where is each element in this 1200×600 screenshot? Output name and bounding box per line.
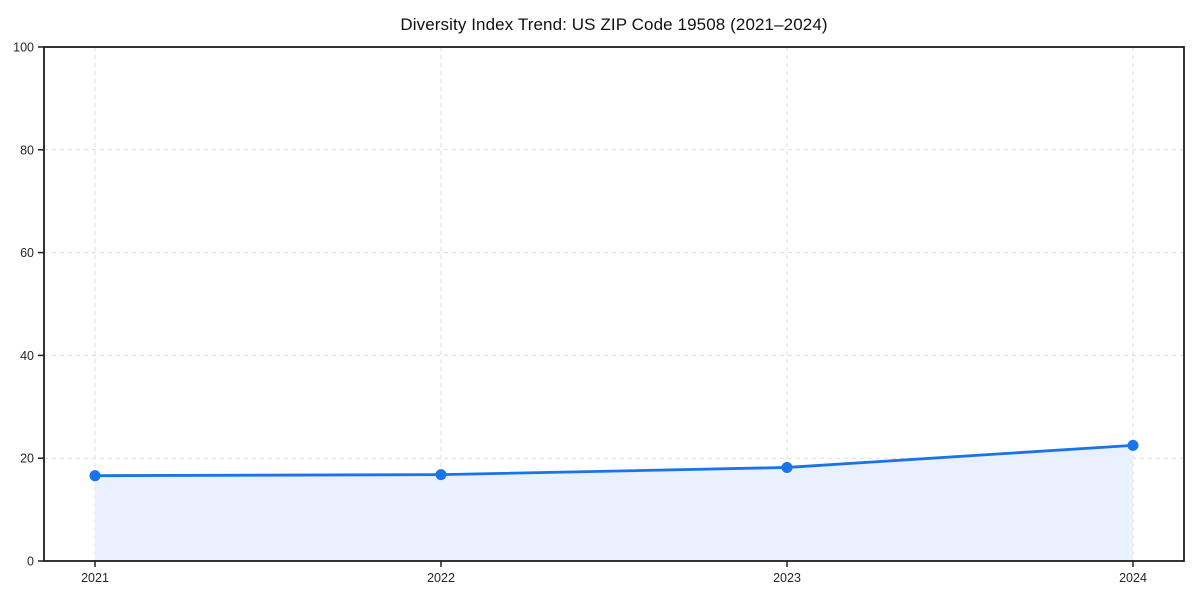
y-tick-label: 100 (13, 41, 34, 55)
x-tick-label: 2021 (81, 571, 109, 585)
area-fill (95, 445, 1133, 561)
plot-frame (43, 46, 1185, 562)
x-tick-label: 2023 (773, 571, 801, 585)
trend-line (93, 443, 1135, 478)
y-tick-label: 60 (20, 246, 34, 260)
data-point-2023 (781, 461, 793, 473)
data-point-2022 (435, 469, 447, 481)
y-tick-label: 20 (20, 452, 34, 466)
y-tick-label: 0 (27, 555, 34, 569)
y-tick-label: 80 (20, 143, 34, 157)
data-point-2021 (89, 470, 101, 482)
x-tick-label: 2022 (427, 571, 455, 585)
chart-title: Diversity Index Trend: US ZIP Code 19508… (400, 15, 828, 34)
x-tick-label: 2024 (1119, 571, 1147, 585)
data-point-2024 (1127, 439, 1139, 451)
y-tick-label: 40 (20, 349, 34, 363)
